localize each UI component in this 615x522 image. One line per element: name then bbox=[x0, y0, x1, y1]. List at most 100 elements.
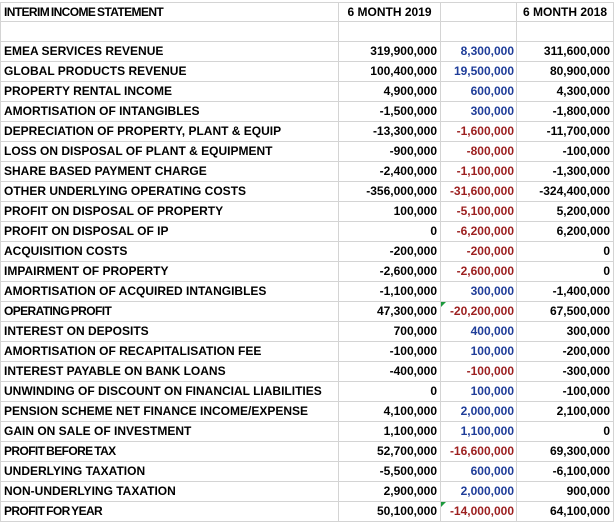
value-2019[interactable]: -1,100,000 bbox=[339, 282, 441, 302]
value-change[interactable]: 2,000,000 bbox=[441, 402, 517, 422]
value-2018[interactable]: 69,300,000 bbox=[517, 442, 614, 462]
value-2019[interactable]: -2,600,000 bbox=[339, 262, 441, 282]
value-2018[interactable]: 6,200,000 bbox=[517, 222, 614, 242]
row-label[interactable]: INTEREST ON DEPOSITS bbox=[0, 322, 339, 342]
value-2018[interactable]: -100,000 bbox=[517, 382, 614, 402]
row-label[interactable]: PROFIT ON DISPOSAL OF PROPERTY bbox=[0, 202, 339, 222]
value-2018[interactable]: 64,100,000 bbox=[517, 502, 614, 522]
row-label[interactable]: INTEREST PAYABLE ON BANK LOANS bbox=[0, 362, 339, 382]
value-2018[interactable]: 67,500,000 bbox=[517, 302, 614, 322]
value-2019[interactable]: -13,300,000 bbox=[339, 122, 441, 142]
blank-cell[interactable] bbox=[0, 22, 339, 42]
row-label[interactable]: OTHER UNDERLYING OPERATING COSTS bbox=[0, 182, 339, 202]
value-2018[interactable]: 311,600,000 bbox=[517, 42, 614, 62]
value-2018[interactable]: 80,900,000 bbox=[517, 62, 614, 82]
value-change[interactable]: -2,600,000 bbox=[441, 262, 517, 282]
row-label[interactable]: PROPERTY RENTAL INCOME bbox=[0, 82, 339, 102]
value-2019[interactable]: -900,000 bbox=[339, 142, 441, 162]
statement-title[interactable]: INTERIM INCOME STATEMENT bbox=[0, 2, 339, 22]
value-change[interactable]: 400,000 bbox=[441, 322, 517, 342]
column-header-2019[interactable]: 6 MONTH 2019 bbox=[339, 2, 441, 22]
value-change[interactable]: -20,200,000 bbox=[441, 302, 517, 322]
row-label[interactable]: AMORTISATION OF INTANGIBLES bbox=[0, 102, 339, 122]
value-2018[interactable]: -300,000 bbox=[517, 362, 614, 382]
row-label[interactable]: PENSION SCHEME NET FINANCE INCOME/EXPENS… bbox=[0, 402, 339, 422]
value-2019[interactable]: -5,500,000 bbox=[339, 462, 441, 482]
row-label[interactable]: DEPRECIATION OF PROPERTY, PLANT & EQUIP bbox=[0, 122, 339, 142]
value-change[interactable]: -200,000 bbox=[441, 242, 517, 262]
row-label[interactable]: PROFIT FOR YEAR bbox=[0, 502, 339, 522]
value-2018[interactable]: 0 bbox=[517, 262, 614, 282]
value-2019[interactable]: -100,000 bbox=[339, 342, 441, 362]
value-2019[interactable]: -1,500,000 bbox=[339, 102, 441, 122]
blank-cell[interactable] bbox=[517, 22, 614, 42]
value-change[interactable]: 2,000,000 bbox=[441, 482, 517, 502]
value-change[interactable]: 600,000 bbox=[441, 462, 517, 482]
value-2018[interactable]: 0 bbox=[517, 242, 614, 262]
value-2019[interactable]: -400,000 bbox=[339, 362, 441, 382]
value-2019[interactable]: 700,000 bbox=[339, 322, 441, 342]
value-change[interactable]: 600,000 bbox=[441, 82, 517, 102]
value-change[interactable]: -31,600,000 bbox=[441, 182, 517, 202]
value-2019[interactable]: 4,900,000 bbox=[339, 82, 441, 102]
row-label[interactable]: UNDERLYING TAXATION bbox=[0, 462, 339, 482]
column-header-change[interactable] bbox=[441, 2, 517, 22]
value-change[interactable]: -1,100,000 bbox=[441, 162, 517, 182]
value-change[interactable]: 1,100,000 bbox=[441, 422, 517, 442]
row-label[interactable]: EMEA SERVICES REVENUE bbox=[0, 42, 339, 62]
value-2018[interactable]: -6,100,000 bbox=[517, 462, 614, 482]
value-change[interactable]: -800,000 bbox=[441, 142, 517, 162]
row-label[interactable]: AMORTISATION OF RECAPITALISATION FEE bbox=[0, 342, 339, 362]
value-change[interactable]: -1,600,000 bbox=[441, 122, 517, 142]
value-2018[interactable]: -1,300,000 bbox=[517, 162, 614, 182]
value-2018[interactable]: -11,700,000 bbox=[517, 122, 614, 142]
value-change[interactable]: 100,000 bbox=[441, 342, 517, 362]
value-2018[interactable]: 4,300,000 bbox=[517, 82, 614, 102]
row-label[interactable]: NON-UNDERLYING TAXATION bbox=[0, 482, 339, 502]
value-2018[interactable]: 2,100,000 bbox=[517, 402, 614, 422]
value-2019[interactable]: 0 bbox=[339, 222, 441, 242]
value-2018[interactable]: 300,000 bbox=[517, 322, 614, 342]
value-2019[interactable]: 319,900,000 bbox=[339, 42, 441, 62]
value-change[interactable]: -6,200,000 bbox=[441, 222, 517, 242]
value-2019[interactable]: -2,400,000 bbox=[339, 162, 441, 182]
value-change[interactable]: 300,000 bbox=[441, 102, 517, 122]
row-label[interactable]: ACQUISITION COSTS bbox=[0, 242, 339, 262]
value-2018[interactable]: -200,000 bbox=[517, 342, 614, 362]
value-2019[interactable]: 1,100,000 bbox=[339, 422, 441, 442]
value-2018[interactable]: -1,400,000 bbox=[517, 282, 614, 302]
row-label[interactable]: SHARE BASED PAYMENT CHARGE bbox=[0, 162, 339, 182]
value-change[interactable]: 100,000 bbox=[441, 382, 517, 402]
value-change[interactable]: -5,100,000 bbox=[441, 202, 517, 222]
value-2018[interactable]: 0 bbox=[517, 422, 614, 442]
row-label[interactable]: IMPAIRMENT OF PROPERTY bbox=[0, 262, 339, 282]
row-label[interactable]: UNWINDING OF DISCOUNT ON FINANCIAL LIABI… bbox=[0, 382, 339, 402]
value-2019[interactable]: 100,000 bbox=[339, 202, 441, 222]
value-2019[interactable]: 100,400,000 bbox=[339, 62, 441, 82]
value-change[interactable]: -100,000 bbox=[441, 362, 517, 382]
value-2018[interactable]: -324,400,000 bbox=[517, 182, 614, 202]
value-2019[interactable]: 47,300,000 bbox=[339, 302, 441, 322]
value-2019[interactable]: 52,700,000 bbox=[339, 442, 441, 462]
value-change[interactable]: 8,300,000 bbox=[441, 42, 517, 62]
row-label[interactable]: GAIN ON SALE OF INVESTMENT bbox=[0, 422, 339, 442]
value-change[interactable]: -16,600,000 bbox=[441, 442, 517, 462]
row-label[interactable]: OPERATING PROFIT bbox=[0, 302, 339, 322]
blank-cell[interactable] bbox=[339, 22, 441, 42]
value-change[interactable]: 300,000 bbox=[441, 282, 517, 302]
value-2019[interactable]: 0 bbox=[339, 382, 441, 402]
row-label[interactable]: LOSS ON DISPOSAL OF PLANT & EQUIPMENT bbox=[0, 142, 339, 162]
row-label[interactable]: PROFIT BEFORE TAX bbox=[0, 442, 339, 462]
value-2018[interactable]: 5,200,000 bbox=[517, 202, 614, 222]
value-2019[interactable]: -356,000,000 bbox=[339, 182, 441, 202]
row-label[interactable]: PROFIT ON DISPOSAL OF IP bbox=[0, 222, 339, 242]
blank-cell[interactable] bbox=[441, 22, 517, 42]
value-2019[interactable]: -200,000 bbox=[339, 242, 441, 262]
value-2018[interactable]: -1,800,000 bbox=[517, 102, 614, 122]
value-2018[interactable]: -100,000 bbox=[517, 142, 614, 162]
value-change[interactable]: -14,000,000 bbox=[441, 502, 517, 522]
row-label[interactable]: GLOBAL PRODUCTS REVENUE bbox=[0, 62, 339, 82]
value-2018[interactable]: 900,000 bbox=[517, 482, 614, 502]
row-label[interactable]: AMORTISATION OF ACQUIRED INTANGIBLES bbox=[0, 282, 339, 302]
column-header-2018[interactable]: 6 MONTH 2018 bbox=[517, 2, 614, 22]
